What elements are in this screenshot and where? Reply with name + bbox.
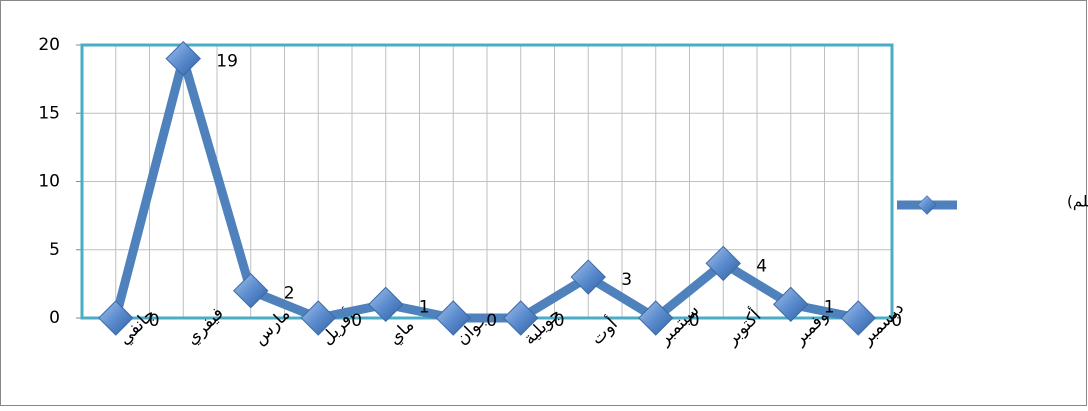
y-tick-label: 10 bbox=[38, 172, 60, 192]
data-label: 0 bbox=[689, 311, 700, 331]
data-point bbox=[368, 286, 404, 323]
y-tick-label: 5 bbox=[49, 240, 60, 260]
data-point bbox=[165, 40, 201, 77]
data-label: 19 bbox=[216, 52, 238, 72]
data-point bbox=[705, 245, 741, 282]
data-label: 0 bbox=[351, 311, 362, 331]
data-label: 0 bbox=[554, 311, 565, 331]
data-point bbox=[300, 300, 336, 336]
data-label: 0 bbox=[891, 311, 902, 331]
data-point bbox=[503, 300, 539, 336]
data-label: 1 bbox=[824, 297, 835, 317]
data-point bbox=[840, 300, 876, 336]
series-line bbox=[111, 41, 860, 324]
data-label: 0 bbox=[149, 311, 160, 331]
data-point bbox=[435, 300, 471, 336]
data-label: 2 bbox=[284, 284, 295, 304]
y-tick-label: 20 bbox=[38, 35, 60, 55]
legend-swatch-marker bbox=[917, 195, 937, 215]
data-point bbox=[98, 300, 134, 336]
data-label: 0 bbox=[486, 311, 497, 331]
legend-label: التساقط (ملم) bbox=[1067, 193, 1088, 211]
y-tick-label: 0 bbox=[49, 308, 60, 328]
y-tick-label: 15 bbox=[38, 103, 60, 123]
data-point bbox=[638, 300, 674, 336]
data-point bbox=[233, 272, 269, 309]
data-point bbox=[570, 259, 606, 295]
data-label: 3 bbox=[621, 270, 632, 290]
data-point bbox=[773, 286, 809, 323]
data-label: 4 bbox=[756, 256, 767, 276]
data-label: 1 bbox=[419, 297, 430, 317]
